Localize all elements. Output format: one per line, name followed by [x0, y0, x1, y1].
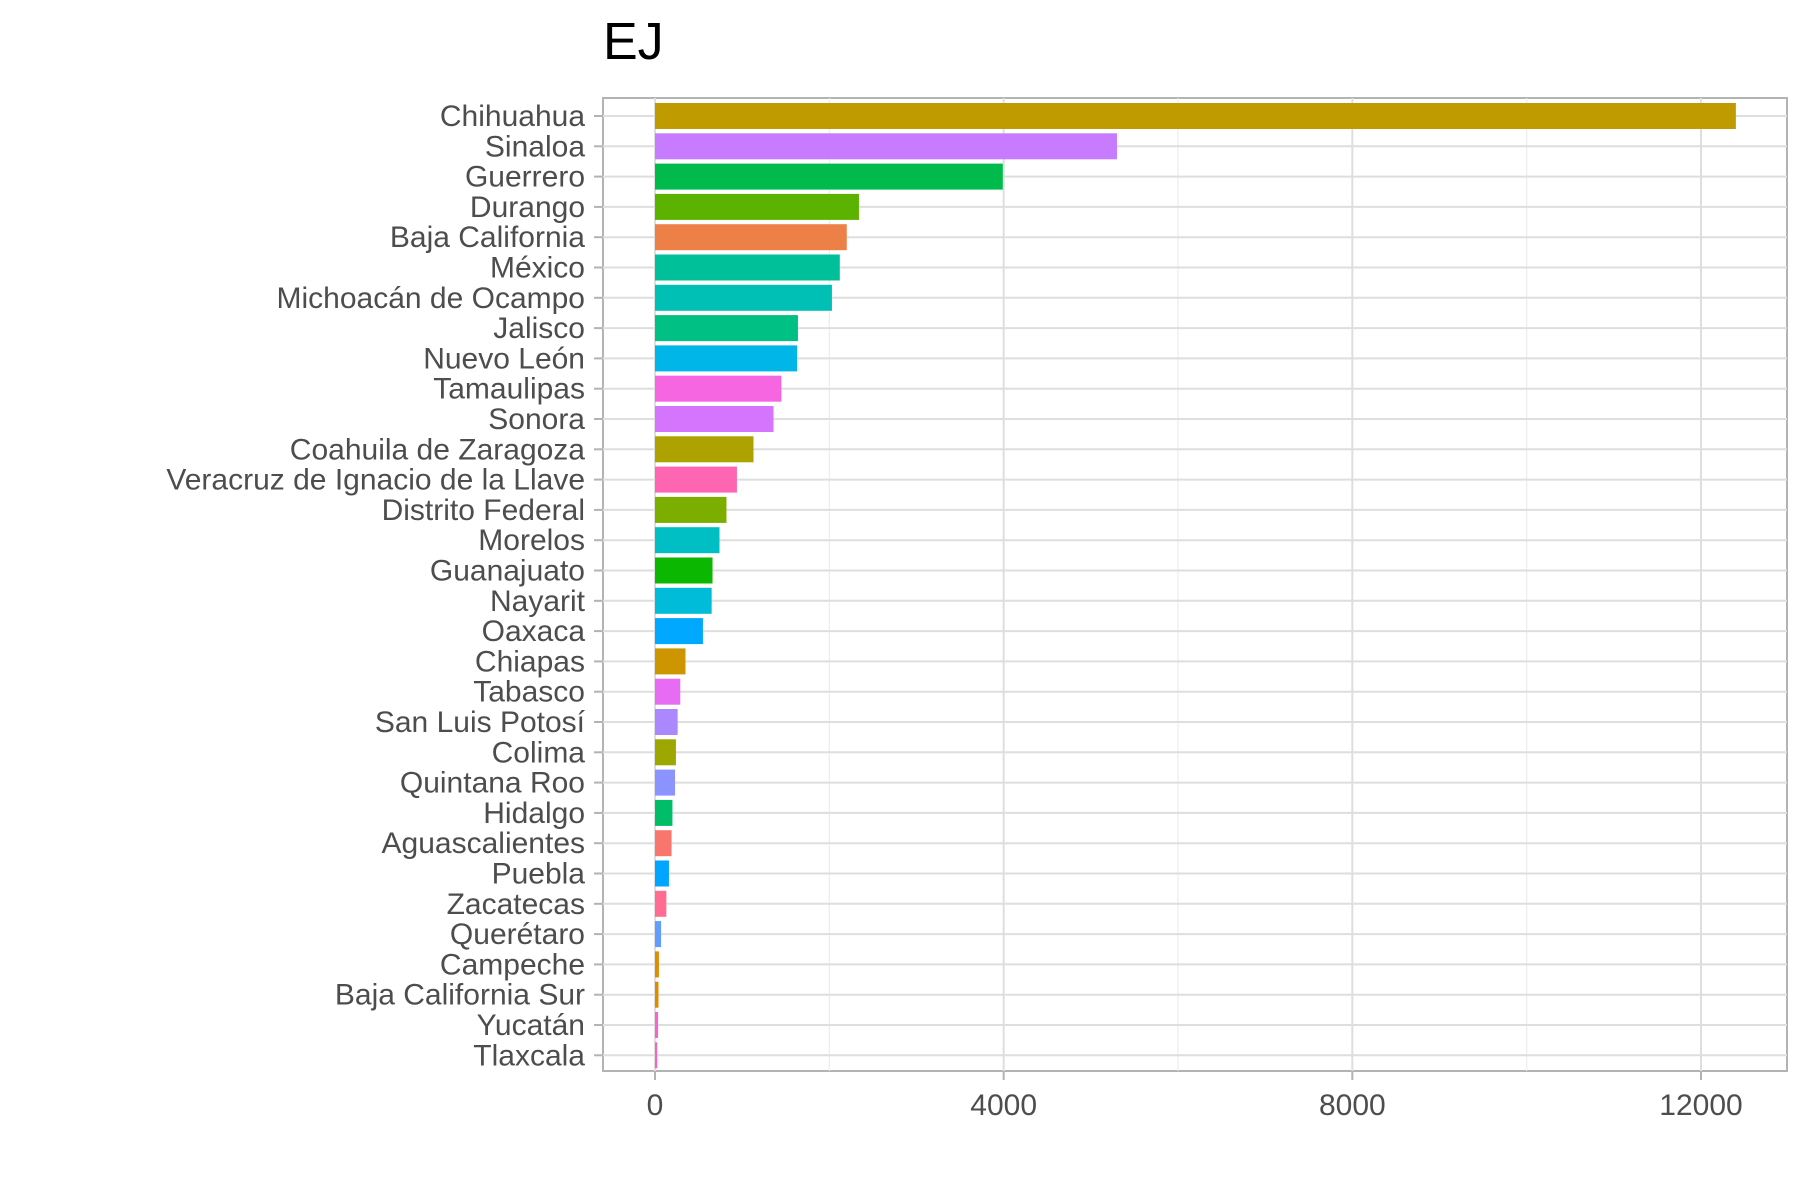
bar: [655, 587, 712, 614]
bar: [655, 1042, 658, 1069]
y-tick-label: Yucatán: [477, 1009, 585, 1042]
bar: [655, 284, 832, 311]
y-tick-label: Baja California: [390, 221, 585, 254]
y-tick-label: Nayarit: [490, 585, 586, 618]
y-tick-label: San Luis Potosí: [375, 706, 586, 739]
x-tick-label: 12000: [1659, 1089, 1742, 1122]
bar: [655, 224, 847, 251]
y-tick-label: Jalisco: [493, 312, 585, 345]
bar: [655, 193, 859, 220]
bar: [655, 890, 667, 917]
y-tick-label: Veracruz de Ignacio de la Llave: [166, 464, 585, 497]
y-tick-label: México: [490, 252, 585, 285]
x-tick-label: 8000: [1319, 1089, 1386, 1122]
bar: [655, 133, 1117, 160]
bar: [655, 799, 673, 826]
y-tick-label: Zacatecas: [447, 888, 585, 921]
bar: [655, 254, 840, 281]
chart-title: EJ: [603, 13, 664, 71]
y-tick-label: Distrito Federal: [382, 494, 585, 527]
y-tick-label: Quintana Roo: [400, 767, 585, 800]
y-tick-label: Sonora: [488, 403, 585, 436]
y-tick-label: Nuevo León: [423, 342, 585, 375]
bar: [655, 527, 720, 554]
y-tick-label: Michoacán de Ocampo: [277, 282, 586, 315]
bar: [655, 709, 678, 735]
bar: [655, 921, 662, 948]
y-tick-label: Querétaro: [450, 918, 585, 951]
bar: [655, 345, 798, 372]
bar: [655, 406, 774, 432]
bar: [655, 648, 686, 675]
bar: [655, 436, 754, 463]
y-tick-label: Baja California Sur: [335, 979, 585, 1012]
bar: [655, 315, 798, 342]
y-tick-label: Durango: [470, 191, 585, 224]
y-tick-label: Tlaxcala: [473, 1039, 585, 1072]
bar: [655, 678, 681, 705]
y-tick-label: Colima: [492, 736, 586, 769]
y-tick-label: Aguascalientes: [382, 827, 585, 860]
y-tick-label: Morelos: [478, 524, 585, 557]
y-tick-label: Campeche: [440, 948, 585, 981]
bar: [655, 163, 1003, 190]
bar: [655, 375, 782, 402]
bar: [655, 981, 659, 1008]
y-tick-label: Tabasco: [473, 676, 585, 709]
y-tick-label: Sinaloa: [485, 130, 585, 163]
y-tick-label: Coahuila de Zaragoza: [290, 433, 586, 466]
bar: [655, 951, 659, 978]
bars: [655, 103, 1736, 1069]
bar: [655, 1012, 659, 1038]
bar: [655, 618, 703, 645]
x-tick-label: 0: [647, 1089, 664, 1122]
bar: [655, 830, 672, 857]
y-tick-label: Chiapas: [475, 645, 585, 678]
bar: [655, 739, 676, 766]
y-tick-label: Chihuahua: [440, 100, 585, 133]
y-tick-label: Oaxaca: [482, 615, 586, 648]
bar: [655, 769, 676, 796]
x-tick-label: 4000: [970, 1089, 1037, 1122]
x-axis: 0 4000 8000 12000: [647, 1071, 1743, 1122]
bar: [655, 860, 669, 887]
y-tick-label: Tamaulipas: [433, 373, 585, 406]
y-tick-label: Guerrero: [465, 161, 585, 194]
y-tick-label: Guanajuato: [430, 555, 585, 588]
bar: [655, 557, 713, 584]
y-tick-label: Puebla: [492, 858, 586, 891]
bar: [655, 466, 737, 493]
bar: [655, 103, 1736, 129]
bar: [655, 496, 727, 523]
y-tick-label: Hidalgo: [483, 797, 585, 830]
